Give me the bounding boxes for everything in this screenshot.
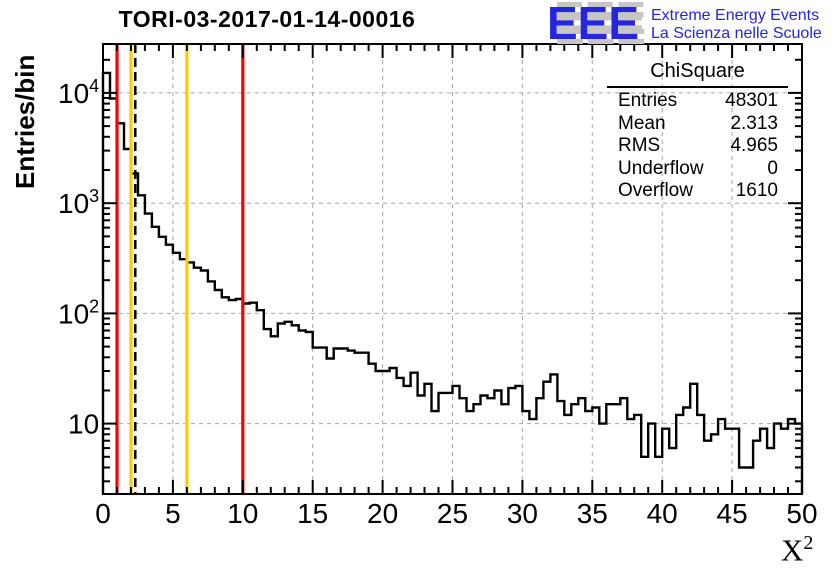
stats-row-rms: RMS 4.965 <box>607 135 788 158</box>
stats-value: 48301 <box>725 90 778 111</box>
stats-value: 1610 <box>735 180 778 202</box>
x-tick-label: 45 <box>717 498 748 529</box>
stats-label: Entries <box>618 90 678 111</box>
y-tick-label: 104 <box>58 76 99 109</box>
x-tick-label: 35 <box>577 498 608 529</box>
stats-label: RMS <box>618 135 661 157</box>
y-tick-label: 10 <box>68 409 99 440</box>
x-tick-label: 10 <box>227 498 258 529</box>
stats-box: ChiSquare Entries 48301 Mean 2.313 RMS 4.96… <box>607 60 788 203</box>
y-tick-labels: 10 102 103 104 <box>58 76 99 440</box>
y-axis-title: Entries/bin <box>10 54 40 189</box>
marker-lines <box>115 44 245 494</box>
y-tick-label: 103 <box>58 186 99 219</box>
logo-tagline-line2: La Scienza nelle Scuole <box>651 25 822 42</box>
stats-row-underflow: Underflow 0 <box>607 158 788 181</box>
x-axis-title: X2 <box>781 532 813 568</box>
eee-logo-tagline: Extreme Energy Events La Scienza nelle S… <box>651 7 836 43</box>
x-tick-labels: 0 5 10 15 20 25 30 35 40 45 50 <box>95 498 817 529</box>
stats-value: 0 <box>767 157 778 179</box>
x-tick-label: 20 <box>367 498 398 529</box>
x-tick-label: 30 <box>507 498 538 529</box>
y-tick-label: 102 <box>58 296 99 329</box>
stats-value: 4.965 <box>730 135 778 157</box>
stats-row-overflow: Overflow 1610 <box>607 180 788 203</box>
histogram-line <box>101 71 804 494</box>
x-axis-title-base: X <box>781 532 804 568</box>
stats-row-entries: Entries 48301 <box>607 90 788 113</box>
stats-title: ChiSquare <box>607 60 788 88</box>
axis-ticks <box>102 44 803 494</box>
x-tick-label: 25 <box>437 498 468 529</box>
x-tick-label: 0 <box>95 498 111 529</box>
page-title: TORI-03-2017-01-14-00016 <box>118 6 416 32</box>
stats-label: Mean <box>618 112 666 134</box>
stats-label: Overflow <box>618 180 693 202</box>
x-tick-label: 40 <box>647 498 678 529</box>
stats-label: Underflow <box>618 157 704 179</box>
x-tick-label: 50 <box>786 498 817 529</box>
x-tick-label: 5 <box>165 498 181 529</box>
stats-row-mean: Mean 2.313 <box>607 113 788 136</box>
eee-logo-letters: EEE <box>547 0 640 49</box>
logo-tagline-line1: Extreme Energy Events <box>651 7 820 24</box>
x-axis-title-exponent: 2 <box>803 532 814 554</box>
stats-value: 2.313 <box>730 112 778 134</box>
x-tick-label: 15 <box>297 498 328 529</box>
